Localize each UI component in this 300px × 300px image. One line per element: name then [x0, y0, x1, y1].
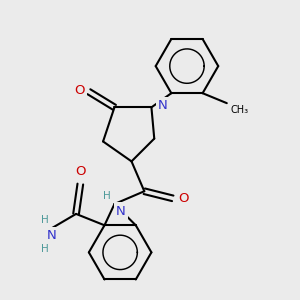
Text: N: N	[158, 99, 167, 112]
Text: O: O	[178, 192, 188, 205]
Text: H: H	[103, 190, 111, 201]
Text: CH₃: CH₃	[230, 105, 248, 115]
Text: H: H	[41, 215, 49, 225]
Text: N: N	[47, 229, 57, 242]
Text: H: H	[41, 244, 49, 254]
Text: N: N	[116, 205, 126, 218]
Text: O: O	[75, 165, 86, 178]
Text: O: O	[74, 84, 85, 97]
